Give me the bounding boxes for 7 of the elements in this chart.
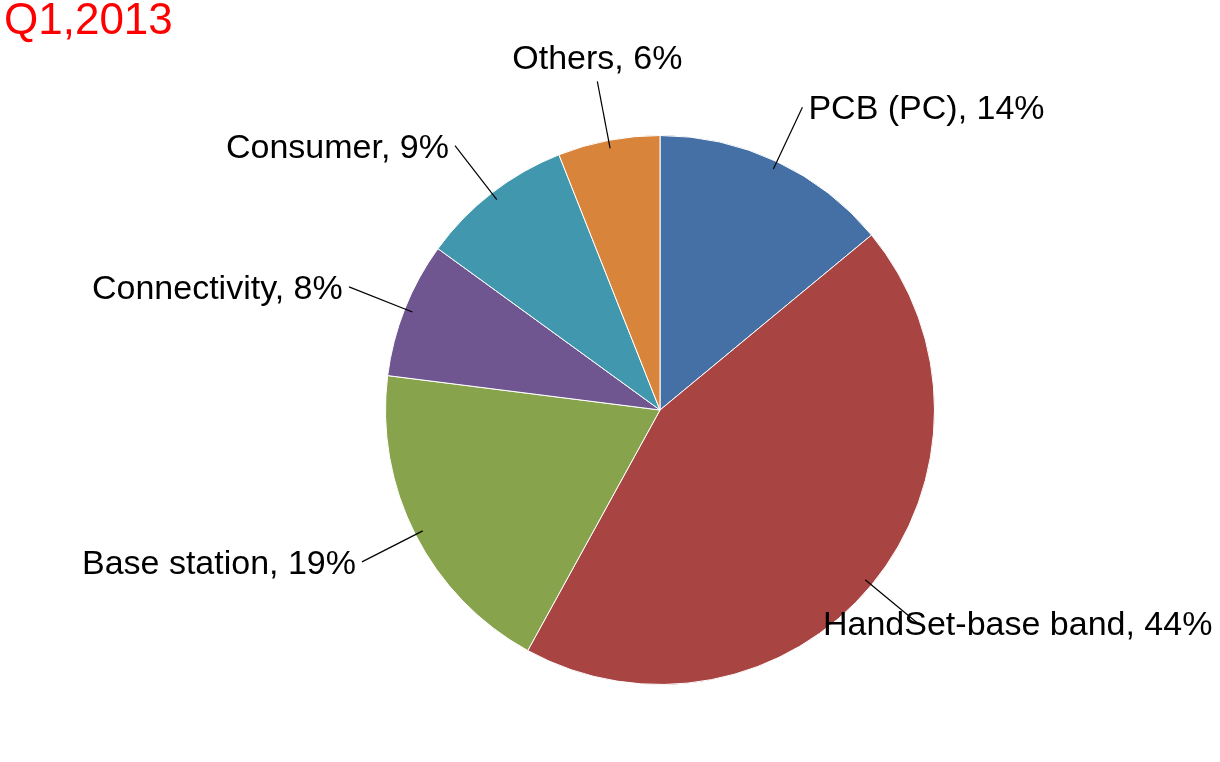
slice-label: Base station, 19% xyxy=(81,541,357,583)
slice-label: HandSet-base band, 44% xyxy=(823,603,1213,645)
slice-label: PCB (PC), 14% xyxy=(808,87,1045,129)
chart-title: Q1,2013 xyxy=(4,0,173,44)
slice-label: Consumer, 9% xyxy=(225,125,449,167)
slice-label: Others, 6% xyxy=(512,37,683,79)
slice-label: Connectivity, 8% xyxy=(91,266,343,308)
